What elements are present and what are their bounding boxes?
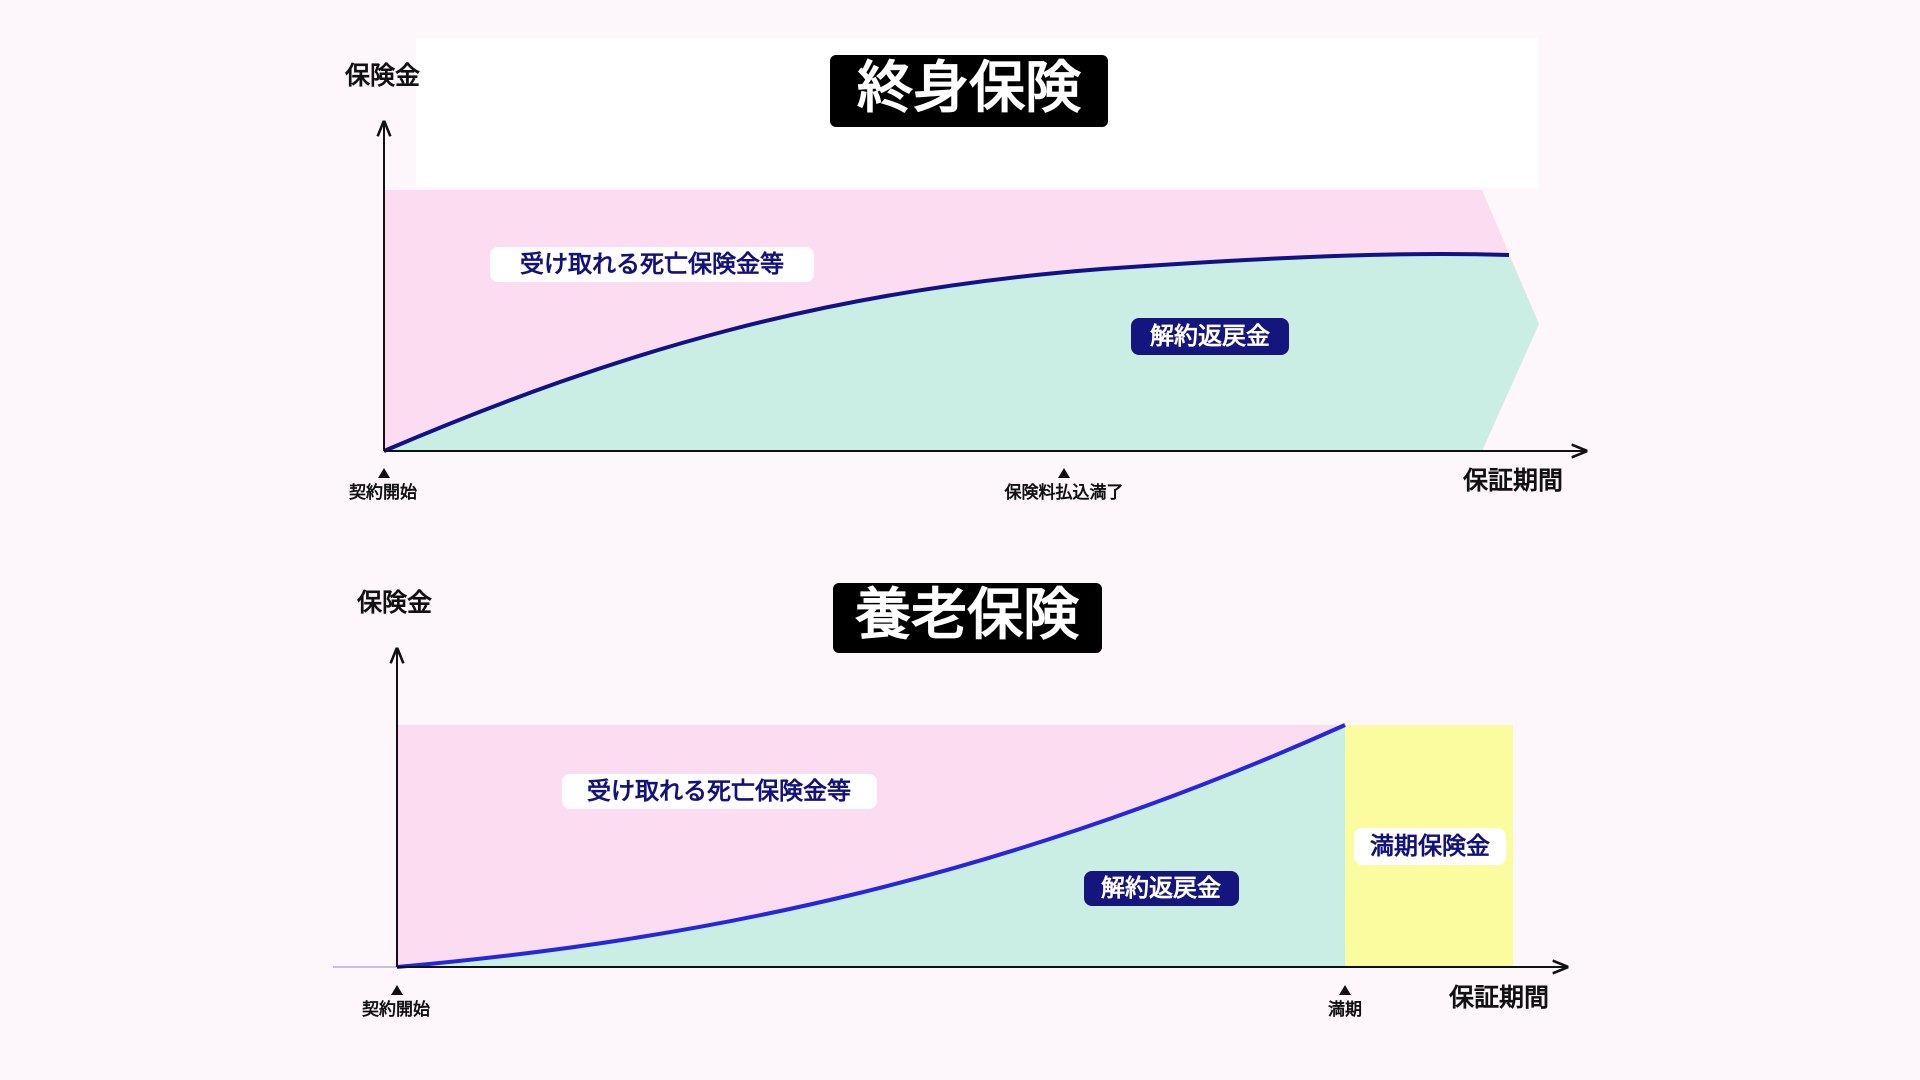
title: 終身保険 bbox=[857, 56, 1082, 121]
label-box bbox=[1084, 871, 1239, 906]
surrender-curve bbox=[396, 723, 1346, 969]
surrender-curve bbox=[383, 251, 1510, 453]
label-box bbox=[1354, 828, 1506, 865]
y-axis-label: 保険金 bbox=[356, 588, 432, 617]
panel-endowment: 養老保険 保険金 保証期間 契約開始 満期 受け取れる死亡保険金等 解約返戻金 … bbox=[333, 583, 1567, 1020]
area-label: 解約返戻金 bbox=[1101, 874, 1221, 902]
area-label: 受け取れる死亡保険金等 bbox=[520, 250, 784, 278]
tick-label: 満期 bbox=[1328, 999, 1362, 1020]
label-box bbox=[1131, 318, 1289, 355]
tick-marker bbox=[1058, 468, 1070, 478]
label-box bbox=[490, 247, 814, 282]
title-box bbox=[830, 55, 1108, 127]
tick-marker bbox=[378, 468, 390, 478]
title: 養老保険 bbox=[854, 583, 1080, 648]
tick-marker bbox=[391, 985, 403, 995]
tick-label: 契約開始 bbox=[362, 999, 430, 1020]
x-axis-label: 保証期間 bbox=[1462, 466, 1563, 495]
area-label: 受け取れる死亡保険金等 bbox=[587, 777, 851, 805]
surrender-area bbox=[384, 253, 1539, 451]
tick-label: 契約開始 bbox=[349, 482, 417, 503]
title-box bbox=[833, 583, 1102, 653]
area-label: 解約返戻金 bbox=[1150, 322, 1270, 350]
surrender-area bbox=[397, 725, 1345, 967]
y-axis-label: 保険金 bbox=[344, 61, 420, 90]
area-label: 満期保険金 bbox=[1370, 832, 1490, 860]
label-box bbox=[562, 774, 877, 809]
panel-whole-life: 終身保険 保険金 保証期間 契約開始 保険料払込満了 受け取れる死亡保険金等 解… bbox=[344, 38, 1586, 503]
x-axis-label: 保証期間 bbox=[1448, 983, 1549, 1012]
tick-marker bbox=[1339, 985, 1351, 995]
tick-label: 保険料払込満了 bbox=[1004, 482, 1124, 503]
